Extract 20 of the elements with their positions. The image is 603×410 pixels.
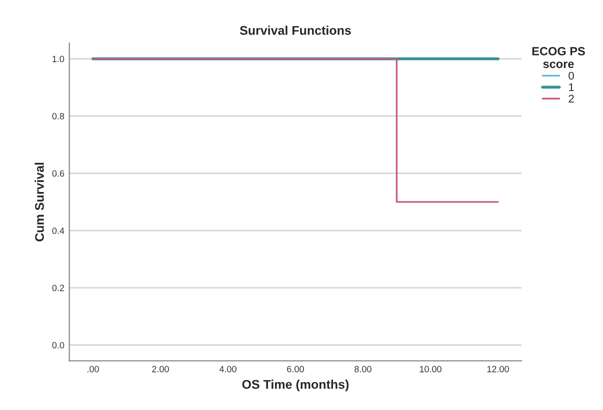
legend-title: ECOG PS score [532, 47, 585, 68]
legend-label: 2 [568, 94, 574, 103]
chart-title: Survival Functions [240, 26, 351, 35]
y-tick-label: 0.6 [52, 170, 64, 177]
x-tick-label: 4.00 [219, 366, 236, 372]
y-axis-title: Cum Survival [34, 162, 44, 242]
y-tick-label: 0.2 [52, 284, 64, 292]
x-tick-label: 8.00 [354, 366, 372, 372]
x-tick-label: .00 [88, 366, 99, 372]
y-tick-label: 0.4 [52, 228, 64, 234]
x-tick-label: 10.00 [420, 366, 442, 372]
legend-label: 1 [569, 83, 574, 92]
y-tick-label: 0.8 [52, 113, 64, 120]
y-tick-label: 1.0 [52, 56, 64, 62]
x-tick-label: 12.00 [487, 366, 509, 372]
x-tick-label: 6.00 [287, 366, 304, 372]
x-tick-label: 2.00 [152, 366, 169, 372]
x-axis-title: OS Time (months) [242, 380, 349, 392]
y-tick-label: 0.0 [52, 342, 64, 348]
legend-label: 0 [568, 72, 574, 80]
